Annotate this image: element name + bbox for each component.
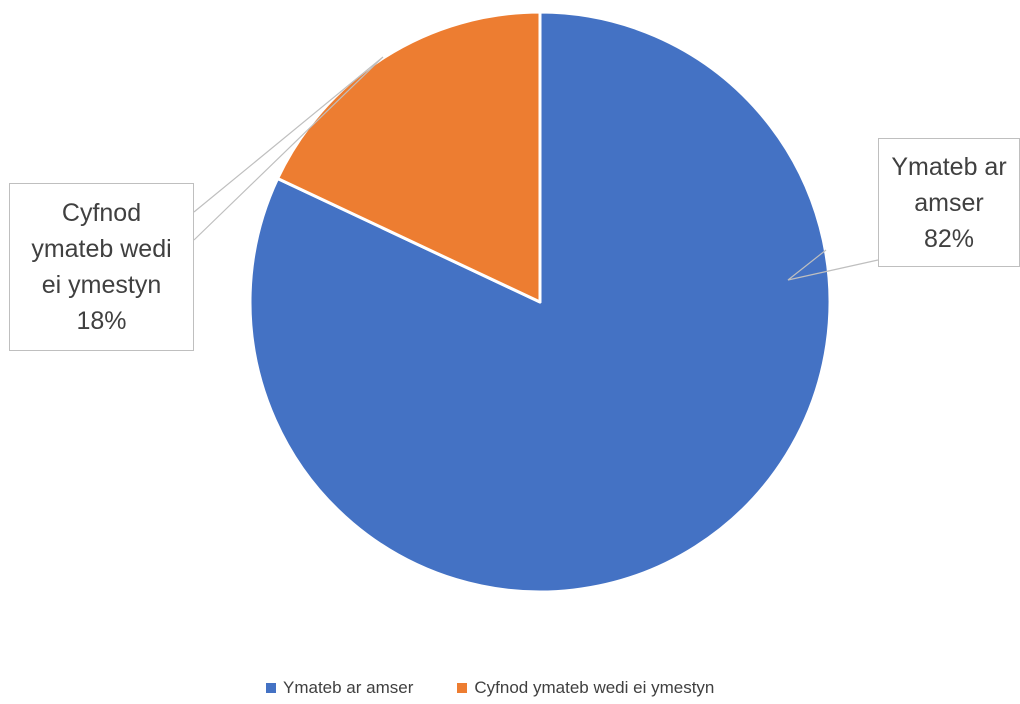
legend-swatch-extended	[457, 683, 467, 693]
data-label-on-time: Ymateb ar amser 82%	[878, 138, 1020, 267]
data-label-on-time-line-1: Ymateb ar	[891, 149, 1006, 185]
legend-item-on-time[interactable]: Ymateb ar amser	[266, 678, 413, 698]
data-label-extended-line-3: ei ymestyn	[42, 267, 161, 303]
data-label-extended-line-1: Cyfnod	[62, 195, 141, 231]
data-label-extended-value: 18%	[76, 303, 126, 339]
data-label-on-time-line-2: amser	[914, 185, 983, 221]
data-label-extended: Cyfnod ymateb wedi ei ymestyn 18%	[9, 183, 194, 351]
chart-legend: Ymateb ar amser Cyfnod ymateb wedi ei ym…	[266, 676, 714, 700]
legend-label-on-time: Ymateb ar amser	[283, 678, 413, 698]
legend-swatch-on-time	[266, 683, 276, 693]
data-label-extended-line-2: ymateb wedi	[31, 231, 171, 267]
data-label-on-time-value: 82%	[924, 221, 974, 257]
legend-label-extended: Cyfnod ymateb wedi ei ymestyn	[474, 678, 714, 698]
legend-item-extended[interactable]: Cyfnod ymateb wedi ei ymestyn	[457, 678, 714, 698]
